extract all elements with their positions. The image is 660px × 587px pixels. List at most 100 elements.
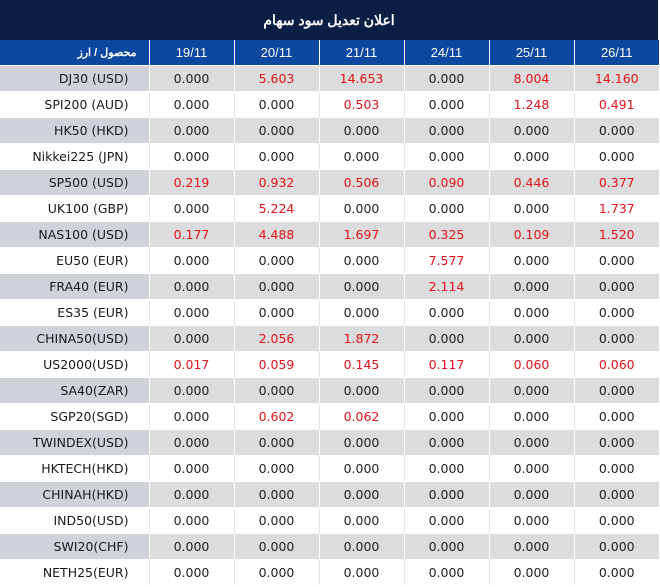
header-date: 20/11: [233, 40, 319, 66]
table-row: NAS100 (USD) 0.177 4.488 1.697 0.325 0.109 1.5…: [0, 221, 659, 248]
header-date: 21/11: [318, 40, 404, 66]
table-row: NETH25(EUR) 0.000 0.000 0.000 0.000 0.000 0.00…: [0, 559, 659, 585]
dividend-value: 0.000: [318, 507, 404, 534]
table-row: SA40(ZAR) 0.000 0.000 0.000 0.000 0.000 0.000: [0, 377, 659, 404]
table-row: HK50 (HKD) 0.000 0.000 0.000 0.000 0.000 0.000: [0, 117, 659, 144]
dividend-value: 0.000: [488, 299, 574, 326]
dividend-value: 0.000: [403, 377, 489, 404]
dividend-value: 0.000: [488, 455, 574, 482]
dividend-value: 0.000: [488, 559, 574, 585]
dividend-value: 0.000: [148, 91, 234, 118]
product-name: IND50(USD): [0, 507, 149, 534]
dividend-value: 0.000: [488, 377, 574, 404]
dividend-value: 0.000: [148, 247, 234, 274]
product-name: DJ30 (USD): [0, 65, 149, 92]
dividend-value: 0.000: [403, 455, 489, 482]
dividend-value: 0.491: [573, 91, 659, 118]
dividend-value: 0.000: [573, 403, 659, 430]
product-name: SP500 (USD): [0, 169, 149, 196]
dividend-value: 0.000: [148, 299, 234, 326]
dividend-value: 0.000: [148, 65, 234, 92]
table-row: IND50(USD) 0.000 0.000 0.000 0.000 0.000 0.000: [0, 507, 659, 534]
dividend-value: 0.000: [488, 325, 574, 352]
dividend-value: 0.000: [573, 429, 659, 456]
dividend-value: 0.000: [148, 143, 234, 170]
dividend-value: 0.000: [318, 429, 404, 456]
dividend-value: 0.000: [573, 455, 659, 482]
product-name: ES35 (EUR): [0, 299, 149, 326]
dividend-value: 0.000: [318, 533, 404, 560]
dividend-value: 0.000: [573, 377, 659, 404]
dividend-value: 0.000: [148, 273, 234, 300]
dividend-value: 0.446: [488, 169, 574, 196]
dividend-value: 0.000: [403, 117, 489, 144]
dividend-value: 0.000: [233, 481, 319, 508]
table-header-row: محصول / ارز 19/11 20/11 21/11 24/11 25/1…: [0, 40, 659, 66]
dividend-value: 0.109: [488, 221, 574, 248]
dividend-value: 0.219: [148, 169, 234, 196]
dividend-value: 0.117: [403, 351, 489, 378]
table-row: EU50 (EUR) 0.000 0.000 0.000 7.577 0.000 0.000: [0, 247, 659, 274]
product-name: CHINAH(HKD): [0, 481, 149, 508]
header-date: 26/11: [573, 40, 659, 66]
dividend-value: 0.503: [318, 91, 404, 118]
product-name: TWINDEX(USD): [0, 429, 149, 456]
dividend-value: 0.000: [573, 117, 659, 144]
dividend-value: 0.090: [403, 169, 489, 196]
panel-title: اعلان تعدیل سود سهام: [0, 0, 658, 40]
dividend-value: 0.060: [573, 351, 659, 378]
dividend-value: 0.000: [318, 559, 404, 585]
product-name: US2000(USD): [0, 351, 149, 378]
dividend-value: 0.000: [403, 325, 489, 352]
dividend-value: 0.000: [403, 65, 489, 92]
dividend-value: 0.000: [488, 143, 574, 170]
product-name: EU50 (EUR): [0, 247, 149, 274]
table-row: Nikkei225 (JPN) 0.000 0.000 0.000 0.000 0.000…: [0, 143, 659, 170]
dividend-value: 1.872: [318, 325, 404, 352]
dividend-value: 1.520: [573, 221, 659, 248]
header-label: محصول / ارز: [77, 47, 137, 59]
dividend-value: 0.000: [148, 195, 234, 222]
table-body: DJ30 (USD) 0.000 5.603 14.653 0.000 8.004 14.1…: [0, 65, 659, 585]
dividend-value: 0.506: [318, 169, 404, 196]
dividend-value: 4.488: [233, 221, 319, 248]
product-name: NAS100 (USD): [0, 221, 149, 248]
dividend-value: 0.000: [148, 377, 234, 404]
dividend-value: 0.000: [148, 429, 234, 456]
dividend-value: 0.000: [233, 377, 319, 404]
table-row: US2000(USD) 0.017 0.059 0.145 0.117 0.060 0.06…: [0, 351, 659, 378]
table-row: SP500 (USD) 0.219 0.932 0.506 0.090 0.446 0.37…: [0, 169, 659, 196]
dividend-value: 2.056: [233, 325, 319, 352]
dividend-value: 0.000: [403, 91, 489, 118]
dividend-value: 0.377: [573, 169, 659, 196]
dividend-value: 0.000: [488, 247, 574, 274]
dividend-value: 0.000: [233, 507, 319, 534]
dividend-value: 0.000: [403, 403, 489, 430]
dividend-value: 0.000: [318, 273, 404, 300]
dividend-value: 0.000: [573, 273, 659, 300]
product-name: NETH25(EUR): [0, 559, 149, 585]
dividend-value: 0.000: [573, 533, 659, 560]
table-row: FRA40 (EUR) 0.000 0.000 0.000 2.114 0.000 0.00…: [0, 273, 659, 300]
dividend-value: 0.000: [573, 143, 659, 170]
dividend-value: 1.697: [318, 221, 404, 248]
dividend-value: 0.000: [148, 325, 234, 352]
dividend-value: 0.000: [233, 91, 319, 118]
header-date: 25/11: [488, 40, 574, 66]
dividend-value: 0.000: [573, 481, 659, 508]
dividend-value: 1.737: [573, 195, 659, 222]
dividend-value: 8.004: [488, 65, 574, 92]
table-row: CHINA50(USD) 0.000 2.056 1.872 0.000 0.000 0.0…: [0, 325, 659, 352]
product-name: HKTECH(HKD): [0, 455, 149, 482]
dividend-value: 0.000: [233, 559, 319, 585]
dividend-value: 0.000: [318, 377, 404, 404]
dividend-value: 5.224: [233, 195, 319, 222]
dividend-value: 0.000: [148, 559, 234, 585]
dividend-value: 0.000: [148, 533, 234, 560]
dividend-value: 0.000: [573, 299, 659, 326]
dividend-value: 0.000: [403, 195, 489, 222]
dividend-value: 0.325: [403, 221, 489, 248]
table-row: UK100 (GBP) 0.000 5.224 0.000 0.000 0.000 1.73…: [0, 195, 659, 222]
dividend-value: 0.000: [233, 247, 319, 274]
dividend-value: 0.000: [318, 455, 404, 482]
